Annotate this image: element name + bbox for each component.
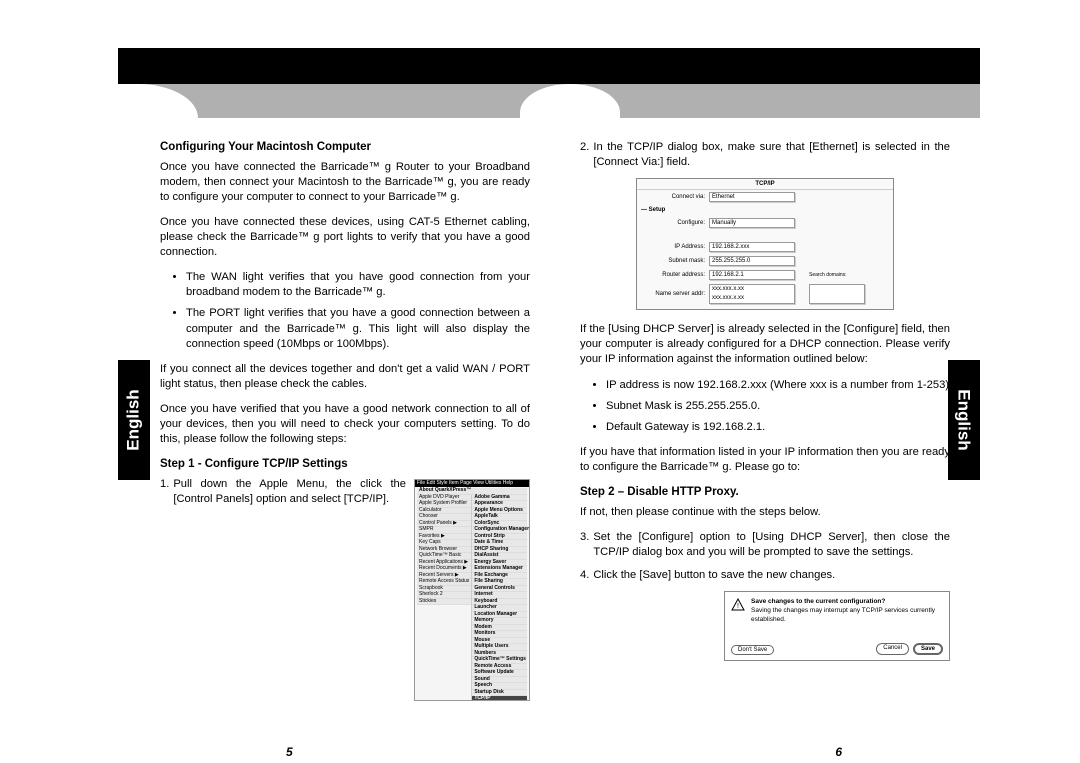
tcpip-setup-label: — Setup: [637, 204, 893, 216]
tcpip-configure-value: Manually: [709, 218, 795, 228]
tcpip-connectvia-label: Connect via:: [645, 193, 709, 201]
left-p2: Once you have connected these devices, u…: [160, 215, 530, 260]
left-bullet-2: The PORT light verifies that you have a …: [186, 306, 530, 351]
step-item3: 3. Set the [Configure] option to [Using …: [580, 530, 950, 560]
side-tab-right-label: English: [954, 389, 974, 450]
right-bullet-3: Default Gateway is 192.168.2.1.: [606, 420, 950, 435]
header-black-bar: [118, 48, 980, 84]
tcpip-router-label: Router address:: [645, 271, 709, 279]
left-p1: Once you have connected the Barricade™ g…: [160, 160, 530, 205]
right-p3: If not, then please continue with the st…: [580, 505, 950, 520]
save-dialog-figure: ! Save changes to the current configurat…: [724, 591, 950, 661]
tcpip-subnet-label: Subnet mask:: [645, 257, 709, 265]
right-p1: If the [Using DHCP Server] is already se…: [580, 322, 950, 367]
tcpip-ns-label: Name server addr:: [645, 290, 709, 298]
tcpip-configure-label: Configure:: [645, 219, 709, 227]
page-number-right: 6: [835, 744, 842, 760]
tcpip-router-value: 192.168.2.1: [709, 270, 795, 280]
step1-heading: Step 1 - Configure TCP/IP Settings: [160, 457, 530, 473]
step2-text: In the TCP/IP dialog box, make sure that…: [593, 140, 950, 170]
right-bullet-2: Subnet Mask is 255.255.255.0.: [606, 399, 950, 414]
menu-columns: Apple DVD PlayerApple System ProfilerCal…: [417, 495, 527, 701]
step-item2: 2. In the TCP/IP dialog box, make sure t…: [580, 140, 950, 170]
left-bullets: The WAN light verifies that you have goo…: [160, 270, 530, 352]
content-area: Configuring Your Macintosh Computer Once…: [160, 140, 950, 763]
page-container: English English Configuring Your Macinto…: [0, 0, 1080, 763]
step1-text: Pull down the Apple Menu, the click the …: [173, 477, 406, 507]
warning-icon: !: [731, 598, 745, 612]
menu-item: Stickies: [417, 599, 471, 606]
menu-bar: File Edit Style Item Page View Utilities…: [415, 480, 529, 488]
ol-num-2: 2.: [580, 140, 593, 170]
save-button[interactable]: Save: [913, 643, 943, 655]
left-column: Configuring Your Macintosh Computer Once…: [160, 140, 560, 763]
apple-menu-figure: File Edit Style Item Page View Utilities…: [414, 479, 530, 701]
left-bullet-1: The WAN light verifies that you have goo…: [186, 270, 530, 300]
tcpip-searchdom-label: Search domains:: [809, 272, 847, 279]
save-question: Save changes to the current configuratio…: [751, 598, 943, 607]
save-warn-text: Save changes to the current configuratio…: [751, 598, 943, 624]
menu-right-col: Adobe GammaAppearanceApple Menu OptionsA…: [472, 495, 527, 701]
step3-text: Set the [Configure] option to [Using DHC…: [593, 530, 950, 560]
step-item4: 4. Click the [Save] button to save the n…: [580, 568, 950, 583]
tcpip-searchdom-field: [809, 284, 865, 304]
right-bullets: IP address is now 192.168.2.xxx (Where x…: [580, 378, 950, 435]
page-number-left: 5: [286, 744, 293, 760]
side-tab-left-label: English: [124, 389, 144, 450]
side-tab-left: English: [118, 360, 150, 480]
left-heading: Configuring Your Macintosh Computer: [160, 140, 530, 156]
step1-item1: 1. Pull down the Apple Menu, the click t…: [160, 477, 406, 507]
svg-text:!: !: [737, 603, 739, 610]
step2-heading: Step 2 – Disable HTTP Proxy.: [580, 485, 950, 501]
save-note: Saving the changes may interrupt any TCP…: [751, 607, 943, 625]
save-warn-row: ! Save changes to the current configurat…: [731, 598, 943, 624]
right-column: 2. In the TCP/IP dialog box, make sure t…: [560, 140, 950, 763]
tcpip-connectvia-value: Ethernet: [709, 192, 795, 202]
cancel-button[interactable]: Cancel: [876, 643, 909, 655]
menu-item: TCP/IP: [472, 696, 527, 701]
menu-left-col: Apple DVD PlayerApple System ProfilerCal…: [417, 495, 472, 701]
ol-num-3: 3.: [580, 530, 593, 560]
tcpip-ns-value: xxx.xxx.x.xx xxx.xxx.x.xx: [709, 284, 795, 304]
tcpip-title: TCP/IP: [637, 179, 893, 190]
ol-num-4: 4.: [580, 568, 593, 583]
tcpip-subnet-value: 255.255.255.0: [709, 256, 795, 266]
right-p2: If you have that information listed in y…: [580, 445, 950, 475]
right-bullet-1: IP address is now 192.168.2.xxx (Where x…: [606, 378, 950, 393]
ol-num-1: 1.: [160, 477, 173, 507]
tcpip-ip-label: IP Address:: [645, 243, 709, 251]
left-p4: Once you have verified that you have a g…: [160, 402, 530, 447]
step4-text: Click the [Save] button to save the new …: [593, 568, 950, 583]
side-tab-right: English: [948, 360, 980, 480]
tcpip-dialog-figure: TCP/IP Connect via:Ethernet — Setup Conf…: [636, 178, 894, 310]
save-btns-right: Cancel Save: [876, 643, 943, 655]
left-p3: If you connect all the devices together …: [160, 362, 530, 392]
dont-save-button[interactable]: Don't Save: [731, 645, 774, 655]
tcpip-ip-value: 192.168.2.xxx: [709, 242, 795, 252]
